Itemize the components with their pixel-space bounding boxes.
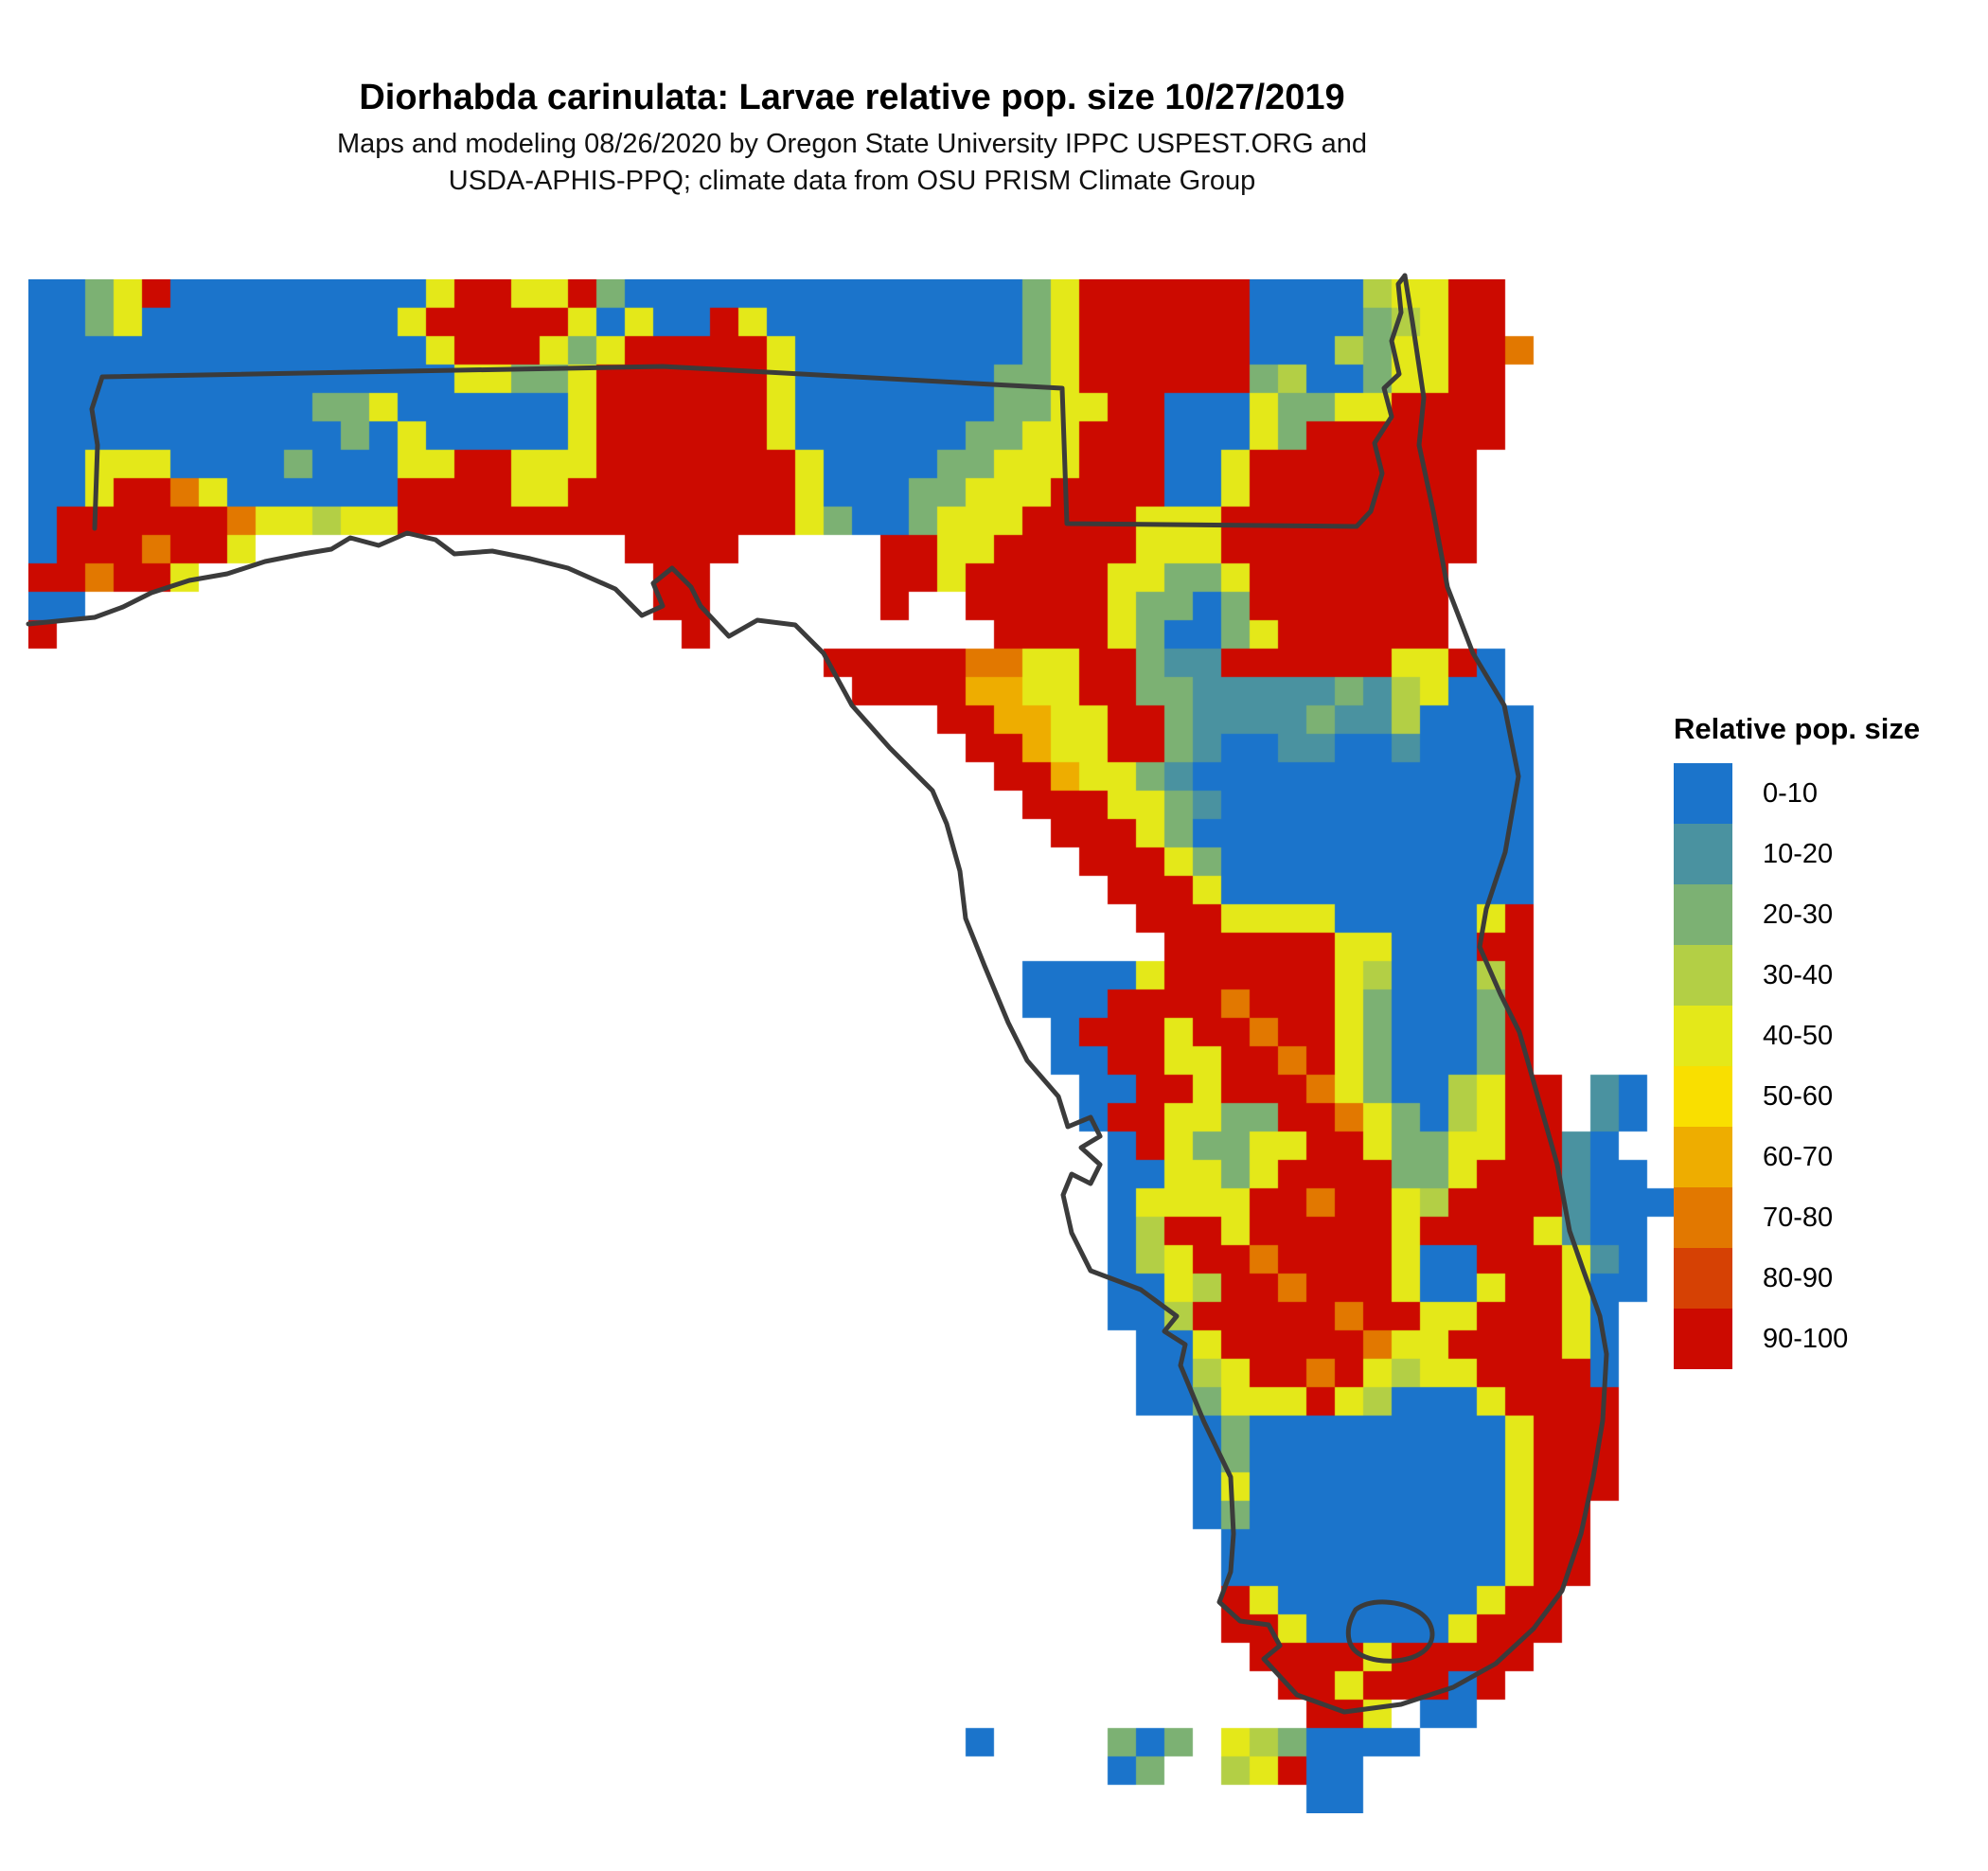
legend-label: 10-20 bbox=[1763, 838, 1834, 869]
legend-label: 70-80 bbox=[1763, 1202, 1834, 1233]
legend-item: 80-90 bbox=[1674, 1248, 1986, 1309]
legend-label: 20-30 bbox=[1763, 899, 1834, 930]
legend-swatch bbox=[1674, 763, 1732, 824]
legend-label: 90-100 bbox=[1763, 1323, 1849, 1354]
legend-swatch bbox=[1674, 1066, 1732, 1127]
map-subtitle-line2: USDA-APHIS-PPQ; climate data from OSU PR… bbox=[448, 166, 1256, 197]
legend-item: 0-10 bbox=[1674, 763, 1986, 824]
legend-rows: 0-10 10-20 20-30 30-40 40-50 50-60 60-70 70-80 8… bbox=[1674, 763, 1986, 1369]
legend-item: 90-100 bbox=[1674, 1309, 1986, 1369]
legend-item: 10-20 bbox=[1674, 824, 1986, 884]
legend-swatch bbox=[1674, 1127, 1732, 1187]
map-header: Diorhabda carinulata: Larvae relative po… bbox=[28, 0, 1676, 200]
legend-label: 30-40 bbox=[1763, 959, 1834, 990]
map-subtitle-line1: Maps and modeling 08/26/2020 by Oregon S… bbox=[336, 129, 1368, 159]
legend-label: 40-50 bbox=[1763, 1020, 1834, 1051]
map-subtitle: Maps and modeling 08/26/2020 by Oregon S… bbox=[28, 126, 1676, 200]
florida-raster-map bbox=[28, 279, 1676, 1813]
legend-swatch bbox=[1674, 1309, 1732, 1369]
legend-swatch bbox=[1674, 824, 1732, 884]
legend-title: Relative pop. size bbox=[1674, 712, 1921, 745]
legend-label: 50-60 bbox=[1763, 1080, 1834, 1112]
legend-item: 30-40 bbox=[1674, 945, 1986, 1006]
legend: Relative pop. size 0-10 10-20 20-30 30-40 40… bbox=[1674, 712, 1986, 1369]
legend-item: 40-50 bbox=[1674, 1006, 1986, 1066]
legend-label: 0-10 bbox=[1763, 777, 1819, 809]
legend-swatch bbox=[1674, 1006, 1732, 1066]
legend-item: 50-60 bbox=[1674, 1066, 1986, 1127]
legend-swatch bbox=[1674, 1248, 1732, 1309]
legend-swatch bbox=[1674, 884, 1732, 945]
legend-label: 80-90 bbox=[1763, 1262, 1834, 1293]
map-title: Diorhabda carinulata: Larvae relative po… bbox=[359, 78, 1345, 117]
legend-swatch bbox=[1674, 1187, 1732, 1248]
legend-label: 60-70 bbox=[1763, 1141, 1834, 1172]
legend-item: 60-70 bbox=[1674, 1127, 1986, 1187]
legend-swatch bbox=[1674, 945, 1732, 1006]
legend-item: 70-80 bbox=[1674, 1187, 1986, 1248]
legend-item: 20-30 bbox=[1674, 884, 1986, 945]
